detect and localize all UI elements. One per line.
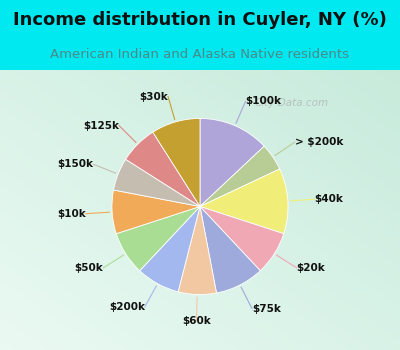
Wedge shape <box>116 206 200 271</box>
Wedge shape <box>114 159 200 206</box>
Text: $60k: $60k <box>182 316 211 326</box>
Wedge shape <box>200 118 264 206</box>
Wedge shape <box>200 206 284 271</box>
Wedge shape <box>153 118 200 206</box>
Wedge shape <box>112 190 200 234</box>
Text: $75k: $75k <box>252 303 281 314</box>
Text: $150k: $150k <box>58 159 94 169</box>
Wedge shape <box>200 146 280 206</box>
Text: American Indian and Alaska Native residents: American Indian and Alaska Native reside… <box>50 48 350 61</box>
Text: $40k: $40k <box>314 194 343 204</box>
Text: $30k: $30k <box>139 92 168 102</box>
Wedge shape <box>126 132 200 206</box>
Text: $100k: $100k <box>246 97 282 106</box>
Wedge shape <box>178 206 216 295</box>
Wedge shape <box>200 169 288 234</box>
Text: > $200k: > $200k <box>295 137 343 147</box>
Wedge shape <box>140 206 200 292</box>
Wedge shape <box>200 206 260 293</box>
Text: $200k: $200k <box>109 302 145 312</box>
Text: $50k: $50k <box>74 263 103 273</box>
Text: $10k: $10k <box>57 209 86 219</box>
Text: $20k: $20k <box>297 263 326 273</box>
Text: $125k: $125k <box>83 120 119 131</box>
Text: Income distribution in Cuyler, NY (%): Income distribution in Cuyler, NY (%) <box>13 10 387 29</box>
Text: City-Data.com: City-Data.com <box>254 98 328 108</box>
